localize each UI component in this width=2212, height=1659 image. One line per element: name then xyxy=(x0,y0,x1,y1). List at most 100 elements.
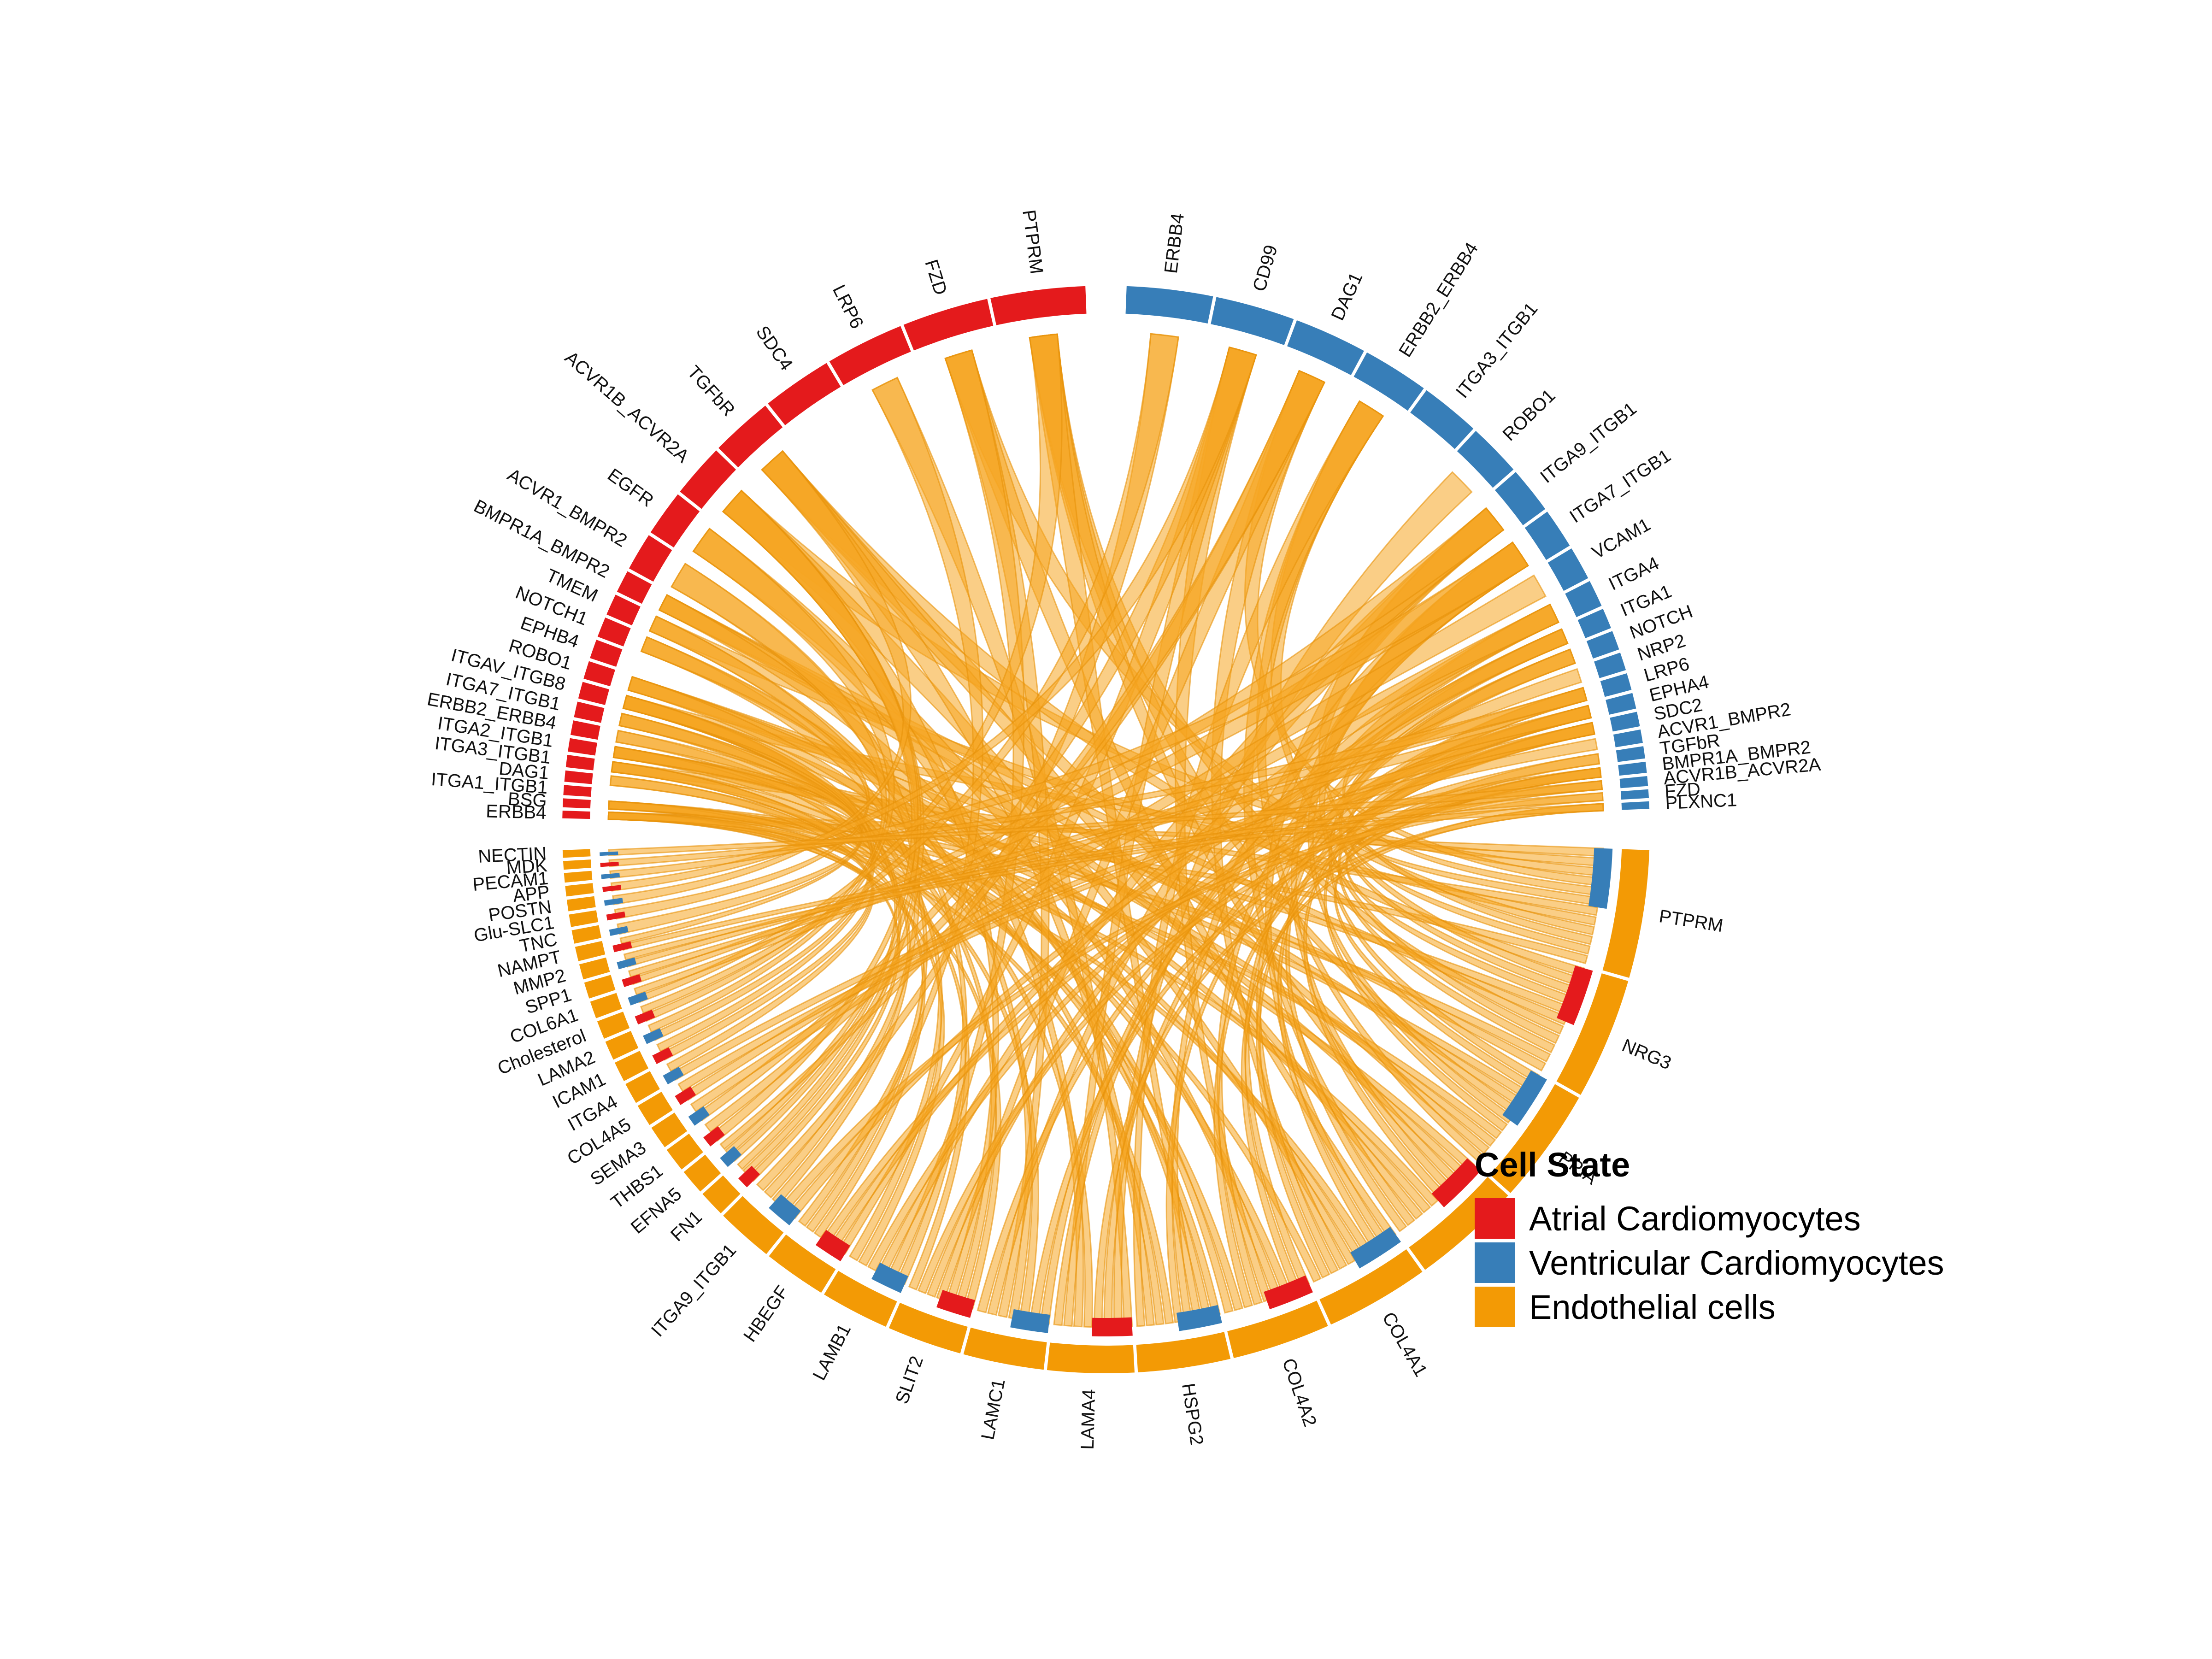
ventricular-segment-5 xyxy=(1457,430,1514,488)
endothelial-inner-band-21 xyxy=(635,1009,655,1025)
ventricular-label-1: CD99 xyxy=(1249,243,1281,294)
endothelial-label-0: PTPRM xyxy=(1658,906,1724,936)
endothelial-label-29: APP xyxy=(512,882,551,906)
endothelial-inner-band-4 xyxy=(1350,1227,1401,1269)
atrial-label-18: SDC4 xyxy=(752,322,797,374)
chord-link-18-1 xyxy=(608,800,875,1072)
legend-swatch-ventricular xyxy=(1475,1242,1515,1283)
endothelial-segment-0 xyxy=(1602,849,1650,978)
endothelial-segment-28 xyxy=(566,896,596,912)
endothelial-inner-band-11 xyxy=(815,1230,850,1262)
endothelial-inner-band-27 xyxy=(606,912,626,921)
legend-label-endothelial: Endothelial cells xyxy=(1529,1288,1776,1326)
chord-link-29-0 xyxy=(610,346,1257,892)
endothelial-segment-30 xyxy=(564,871,593,883)
outer-ring-segments xyxy=(562,286,1650,1374)
atrial-segment-10 xyxy=(590,640,623,667)
legend-swatch-atrial xyxy=(1475,1198,1515,1239)
endothelial-segment-4 xyxy=(1319,1249,1423,1325)
endothelial-inner-band-22 xyxy=(628,991,648,1006)
atrial-label-16: ACVR1B_ACVR2A xyxy=(561,347,693,467)
endothelial-segment-21 xyxy=(597,1012,630,1039)
endothelial-segment-17 xyxy=(637,1092,673,1125)
ventricular-segment-14 xyxy=(1606,693,1636,715)
chord-link-11-2 xyxy=(821,753,1600,1244)
ventricular-label-8: VCAM1 xyxy=(1588,514,1654,563)
atrial-label-17: TGFbR xyxy=(683,362,739,420)
ventricular-segment-16 xyxy=(1613,729,1643,747)
atrial-segment-6 xyxy=(571,720,600,740)
endothelial-inner-band-26 xyxy=(609,926,629,936)
legend-item-endothelial: Endothelial cells xyxy=(1475,1285,1944,1329)
atrial-label-1: BSG xyxy=(507,789,547,811)
ventricular-segment-8 xyxy=(1547,548,1588,591)
atrial-label-0: ERBB4 xyxy=(486,801,547,823)
ventricular-segment-17 xyxy=(1616,746,1645,762)
legend-item-atrial: Atrial Cardiomyocytes xyxy=(1475,1196,1944,1241)
chord-link-25-1 xyxy=(615,729,864,945)
atrial-segment-3 xyxy=(564,770,593,784)
endothelial-inner-band-18 xyxy=(663,1066,684,1085)
endothelial-label-1: NRG3 xyxy=(1619,1035,1674,1073)
endothelial-label-6: HSPG2 xyxy=(1178,1382,1207,1447)
endothelial-inner-band-0 xyxy=(1588,848,1613,909)
atrial-segment-8 xyxy=(578,682,610,705)
endothelial-segment-31 xyxy=(563,859,592,870)
endothelial-segment-15 xyxy=(666,1134,703,1170)
endothelial-inner-band-5 xyxy=(1264,1275,1313,1310)
endothelial-inner-band-14 xyxy=(720,1146,742,1167)
endothelial-inner-band-20 xyxy=(643,1028,664,1044)
endothelial-inner-band-7 xyxy=(1092,1317,1133,1336)
endothelial-label-10: LAMB1 xyxy=(809,1321,855,1384)
atrial-segment-9 xyxy=(583,661,615,687)
endothelial-inner-band-23 xyxy=(622,974,642,987)
ventricular-segment-7 xyxy=(1524,512,1570,560)
endothelial-segment-23 xyxy=(584,975,616,999)
ventricular-segment-6 xyxy=(1494,472,1546,525)
ventricular-segment-21 xyxy=(1621,801,1650,810)
legend-label-ventricular: Ventricular Cardiomyocytes xyxy=(1529,1243,1944,1282)
endothelial-segment-7 xyxy=(1047,1342,1135,1374)
atrial-segment-21 xyxy=(990,286,1087,325)
endothelial-segment-9 xyxy=(888,1302,968,1353)
endothelial-inner-band-8 xyxy=(1010,1309,1050,1333)
ventricular-label-20: FZD xyxy=(1664,779,1701,801)
atrial-segment-0 xyxy=(562,810,590,819)
ventricular-label-3: ERBB2_ERBB4 xyxy=(1395,239,1482,360)
endothelial-segment-2 xyxy=(1489,1084,1579,1193)
endothelial-inner-band-17 xyxy=(675,1086,696,1105)
endothelial-label-4: COL4A1 xyxy=(1378,1309,1431,1380)
ventricular-segment-9 xyxy=(1565,581,1602,618)
endothelial-inner-band-12 xyxy=(769,1194,801,1225)
atrial-segment-5 xyxy=(568,738,597,756)
legend-item-ventricular: Ventricular Cardiomyocytes xyxy=(1475,1241,1944,1285)
ventricular-segment-10 xyxy=(1577,609,1611,638)
chord-link-17-1 xyxy=(677,738,1598,1093)
endothelial-segment-8 xyxy=(963,1327,1047,1370)
chord-link-9-4 xyxy=(926,628,1569,1298)
atrial-segment-20 xyxy=(903,299,994,351)
atrial-segment-15 xyxy=(650,494,700,547)
ventricular-segment-11 xyxy=(1586,631,1619,659)
endothelial-segment-1 xyxy=(1556,973,1629,1095)
atrial-label-13: BMPR1A_BMPR2 xyxy=(471,496,613,582)
endothelial-inner-band-13 xyxy=(738,1165,760,1188)
ventricular-label-0: ERBB4 xyxy=(1161,212,1188,274)
endothelial-inner-band-3 xyxy=(1431,1158,1481,1207)
endothelial-segment-18 xyxy=(625,1071,660,1103)
endothelial-segment-29 xyxy=(565,883,594,897)
endothelial-label-11: HBEGF xyxy=(740,1282,793,1346)
chord-link-18-0 xyxy=(671,722,1595,1081)
endothelial-inner-band-2 xyxy=(1502,1070,1547,1126)
chord-link-3-9 xyxy=(1285,648,1576,1233)
legend-label-atrial: Atrial Cardiomyocytes xyxy=(1529,1199,1861,1238)
endothelial-segment-10 xyxy=(824,1271,897,1327)
endothelial-segment-24 xyxy=(579,957,610,980)
endothelial-label-9: SLIT2 xyxy=(892,1353,927,1406)
ventricular-segment-4 xyxy=(1410,390,1474,449)
atrial-segment-4 xyxy=(565,755,595,771)
endothelial-label-7: LAMA4 xyxy=(1077,1389,1100,1450)
endothelial-segment-13 xyxy=(702,1175,741,1213)
endothelial-segment-11 xyxy=(769,1234,836,1293)
